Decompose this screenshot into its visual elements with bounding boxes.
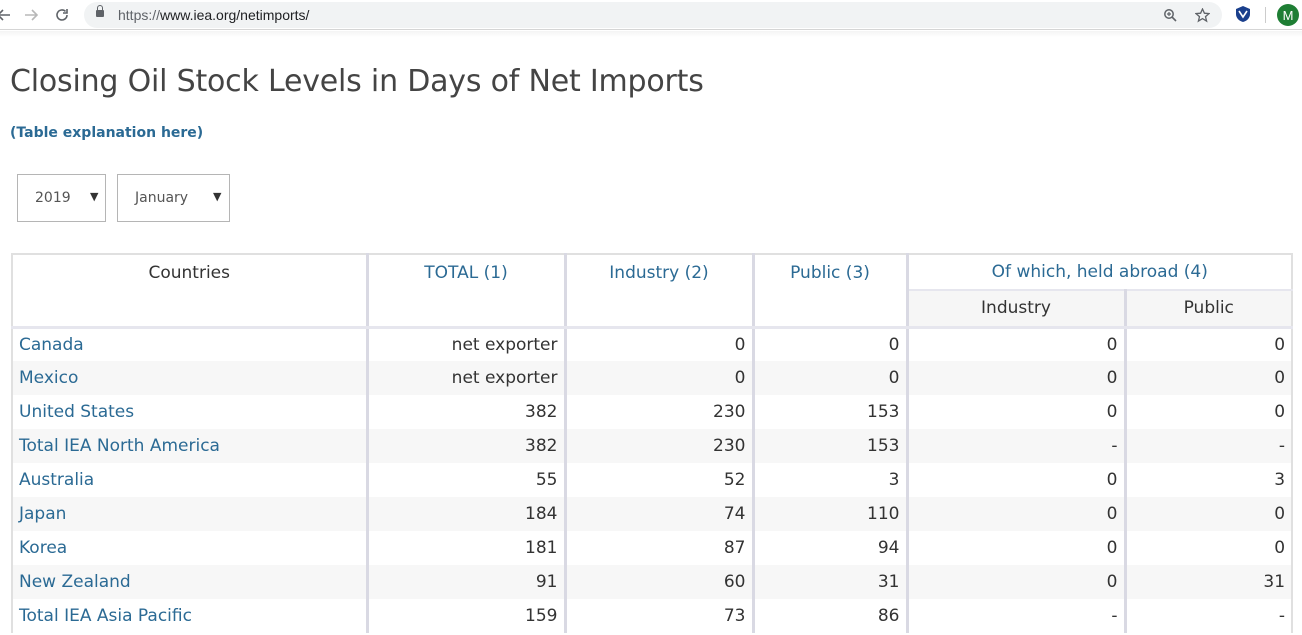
abroad-industry-cell: - <box>905 599 1125 633</box>
table-row: United States 382 230 153 0 0 <box>11 395 1294 429</box>
year-select-value: 2019 <box>35 190 71 206</box>
public-cell: 3 <box>751 463 907 497</box>
industry-cell: 52 <box>563 463 753 497</box>
public-cell: 0 <box>751 361 907 395</box>
total-cell: 181 <box>365 531 565 565</box>
forward-arrow-icon[interactable] <box>19 3 43 27</box>
abroad-public-cell: 31 <box>1123 565 1294 599</box>
url-text[interactable]: https://www.iea.org/netimports/ <box>118 7 310 23</box>
country-link[interactable]: Canada <box>11 327 367 361</box>
table-row: Total IEA Asia Pacific 159 73 86 - - <box>11 599 1294 633</box>
header-countries: Countries <box>11 253 367 329</box>
industry-cell: 0 <box>563 361 753 395</box>
reload-icon[interactable] <box>50 3 74 27</box>
abroad-industry-cell: 0 <box>905 361 1125 395</box>
total-cell: 382 <box>365 429 565 463</box>
table-row: Canada net exporter 0 0 0 0 <box>11 327 1294 361</box>
country-link[interactable]: Japan <box>11 497 367 531</box>
abroad-public-cell: 0 <box>1123 395 1294 429</box>
header-held-abroad[interactable]: Of which, held abroad (4) <box>905 253 1294 291</box>
abroad-public-cell: 3 <box>1123 463 1294 497</box>
public-cell: 86 <box>751 599 907 633</box>
industry-cell: 60 <box>563 565 753 599</box>
lock-icon <box>96 5 104 17</box>
year-select[interactable]: 2019 ▼ <box>17 174 106 222</box>
header-public[interactable]: Public (3) <box>751 253 907 329</box>
country-link[interactable]: Korea <box>11 531 367 565</box>
abroad-public-cell: 0 <box>1123 327 1294 361</box>
abroad-industry-cell: 0 <box>905 565 1125 599</box>
table-row: Japan 184 74 110 0 0 <box>11 497 1294 531</box>
month-select-value: January <box>135 190 189 206</box>
table-row: New Zealand 91 60 31 0 31 <box>11 565 1294 599</box>
site-header-remnant <box>0 31 1302 37</box>
profile-avatar[interactable]: M <box>1277 4 1299 26</box>
country-link[interactable]: Mexico <box>11 361 367 395</box>
industry-cell: 230 <box>563 429 753 463</box>
table-row: Total IEA North America 382 230 153 - - <box>11 429 1294 463</box>
country-link[interactable]: United States <box>11 395 367 429</box>
total-cell: net exporter <box>365 327 565 361</box>
oil-stock-table: Countries TOTAL (1) Industry (2) Public … <box>11 253 1294 633</box>
total-cell: 159 <box>365 599 565 633</box>
abroad-public-cell: 0 <box>1123 497 1294 531</box>
total-cell: 91 <box>365 565 565 599</box>
public-cell: 153 <box>751 395 907 429</box>
oil-stock-table-wrapper: Countries TOTAL (1) Industry (2) Public … <box>11 253 1294 633</box>
abroad-public-cell: - <box>1123 429 1294 463</box>
back-arrow-icon[interactable] <box>0 3 16 27</box>
total-cell: 55 <box>365 463 565 497</box>
abroad-public-cell: 0 <box>1123 531 1294 565</box>
public-cell: 110 <box>751 497 907 531</box>
abroad-industry-cell: 0 <box>905 531 1125 565</box>
total-cell: 382 <box>365 395 565 429</box>
zoom-icon[interactable] <box>1160 5 1180 25</box>
industry-cell: 0 <box>563 327 753 361</box>
country-link[interactable]: Australia <box>11 463 367 497</box>
table-explanation-link[interactable]: (Table explanation here) <box>10 125 204 141</box>
abroad-public-cell: - <box>1123 599 1294 633</box>
public-cell: 31 <box>751 565 907 599</box>
abroad-industry-cell: 0 <box>905 497 1125 531</box>
page-title: Closing Oil Stock Levels in Days of Net … <box>10 64 704 99</box>
public-cell: 153 <box>751 429 907 463</box>
chevron-down-icon: ▼ <box>90 190 99 203</box>
public-cell: 94 <box>751 531 907 565</box>
header-total[interactable]: TOTAL (1) <box>365 253 565 329</box>
abroad-industry-cell: 0 <box>905 395 1125 429</box>
header-abroad-industry: Industry <box>905 290 1125 329</box>
header-industry[interactable]: Industry (2) <box>563 253 753 329</box>
table-row: Korea 181 87 94 0 0 <box>11 531 1294 565</box>
month-select[interactable]: January ▼ <box>117 174 230 222</box>
browser-toolbar: https://www.iea.org/netimports/ M <box>0 0 1302 30</box>
chevron-down-icon: ▼ <box>213 190 222 203</box>
country-link[interactable]: New Zealand <box>11 565 367 599</box>
public-cell: 0 <box>751 327 907 361</box>
table-row: Mexico net exporter 0 0 0 0 <box>11 361 1294 395</box>
table-row: Australia 55 52 3 0 3 <box>11 463 1294 497</box>
bookmark-star-icon[interactable] <box>1192 5 1212 25</box>
abroad-industry-cell: 0 <box>905 463 1125 497</box>
header-abroad-public: Public <box>1123 290 1294 329</box>
total-cell: 184 <box>365 497 565 531</box>
extension-shield-icon[interactable] <box>1234 5 1252 23</box>
address-bar[interactable]: https://www.iea.org/netimports/ <box>84 2 1222 28</box>
industry-cell: 73 <box>563 599 753 633</box>
industry-cell: 87 <box>563 531 753 565</box>
total-cell: net exporter <box>365 361 565 395</box>
toolbar-divider <box>1265 7 1266 23</box>
country-link[interactable]: Total IEA Asia Pacific <box>11 599 367 633</box>
abroad-industry-cell: 0 <box>905 327 1125 361</box>
industry-cell: 74 <box>563 497 753 531</box>
abroad-industry-cell: - <box>905 429 1125 463</box>
country-link[interactable]: Total IEA North America <box>11 429 367 463</box>
abroad-public-cell: 0 <box>1123 361 1294 395</box>
industry-cell: 230 <box>563 395 753 429</box>
